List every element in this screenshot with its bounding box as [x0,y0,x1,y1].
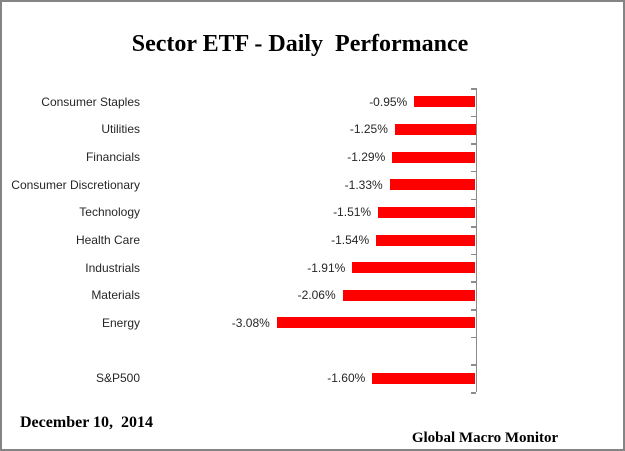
category-label: Consumer Discretionary [11,177,140,192]
axis-tick [470,170,476,173]
axis-tick [470,281,476,283]
axis-tick [470,336,476,339]
axis-tick [470,115,476,118]
value-label: -1.33% [344,177,383,192]
axis-tick [470,309,476,311]
bar-consumer-discretionary [389,179,476,191]
bar-financials [392,151,476,163]
chart-title: Sector ETF - Daily Performance [131,31,469,57]
value-label: -1.29% [347,150,386,165]
axis-tick [470,143,476,145]
category-label: Technology [79,205,140,220]
category-label: Utilities [101,122,140,137]
category-label: Financials [85,150,140,165]
source-name: Global Macro Monitor [411,430,559,446]
axis-tick [470,364,476,366]
value-label: -1.51% [333,205,372,220]
category-label: Consumer Staples [41,94,140,109]
bar-utilities [394,123,476,135]
axis-tick [470,198,476,201]
footer-date: December 10, 2014 [20,414,153,431]
axis-tick [470,88,476,90]
bar-energy [276,317,476,329]
value-label: -3.08% [231,315,270,330]
value-label: -0.95% [369,94,408,109]
category-label: Materials [91,288,140,303]
bar-materials [342,289,476,301]
category-axis [475,88,477,392]
source-attribution: Global Macro Monitor macromon.wordpress.… [385,396,585,451]
axis-tick [470,392,476,394]
category-label: Health Care [75,233,140,247]
bar-health-care [376,234,476,246]
value-label: -1.25% [349,122,388,137]
bar-s-p500 [372,372,476,384]
value-label: -1.54% [331,233,370,247]
bar-industrials [352,262,476,274]
bar-consumer-staples [414,96,476,108]
bar-technology [378,206,476,218]
category-label: Energy [101,315,140,330]
value-label: -1.60% [327,371,366,386]
value-label: -2.06% [297,288,336,303]
axis-tick [470,253,476,256]
category-label: Industrials [85,260,140,275]
category-label: S&P500 [95,371,140,386]
value-label: -1.91% [307,260,346,275]
axis-tick [470,226,476,228]
